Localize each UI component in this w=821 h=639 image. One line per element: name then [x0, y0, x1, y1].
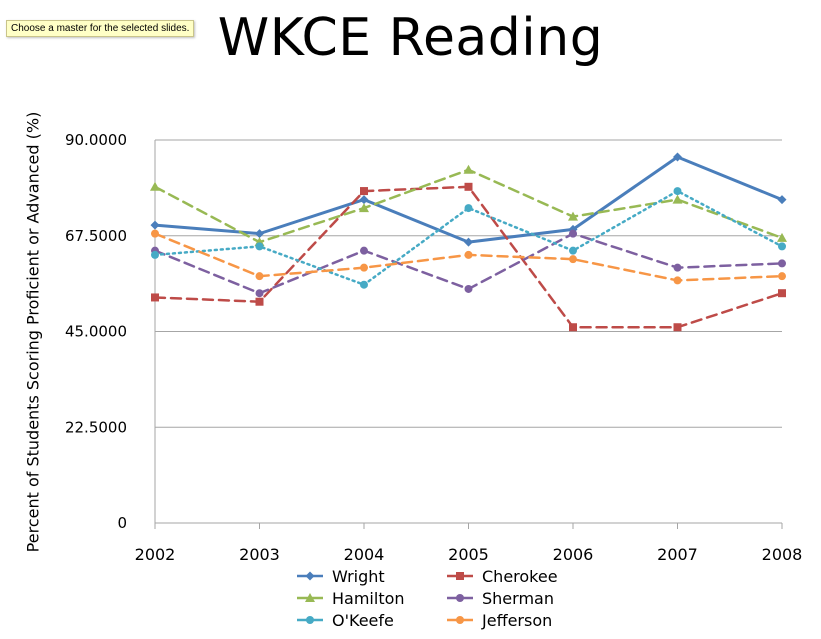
- series-wright: [150, 152, 787, 247]
- data-point-wright: [150, 220, 160, 230]
- legend-swatch-jefferson: [447, 616, 473, 624]
- legend-item-wright: Wright: [296, 565, 446, 587]
- legend-swatch-sherman: [447, 594, 473, 602]
- data-point-sherman: [673, 263, 682, 272]
- legend-marker: [306, 616, 314, 624]
- legend-swatch-cherokee: [447, 572, 473, 580]
- x-tick-label: 2004: [344, 545, 385, 564]
- data-point-hamilton: [672, 194, 683, 204]
- data-point-o-keefe: [569, 246, 577, 255]
- legend-item-cherokee: Cherokee: [446, 565, 596, 587]
- legend-swatch-o-keefe: [297, 616, 323, 624]
- data-point-cherokee: [360, 187, 368, 196]
- legend-label: O'Keefe: [332, 610, 394, 630]
- x-tick-label: 2003: [239, 545, 280, 564]
- legend-label: Hamilton: [332, 588, 405, 608]
- data-point-cherokee: [673, 323, 682, 332]
- legend-label: Wright: [332, 566, 385, 586]
- data-point-hamilton: [777, 232, 787, 242]
- legend-label: Sherman: [482, 588, 554, 608]
- data-point-wright: [359, 195, 369, 205]
- series-jefferson: [151, 229, 786, 285]
- legend-marker: [456, 594, 464, 602]
- data-point-hamilton: [359, 203, 369, 213]
- data-point-jefferson: [569, 255, 577, 264]
- y-tick-label: 67.5000: [65, 227, 127, 245]
- data-point-wright: [255, 229, 264, 239]
- y-tick-label: 45.0000: [65, 323, 127, 341]
- data-point-jefferson: [464, 250, 473, 259]
- data-point-hamilton: [463, 164, 474, 174]
- legend-marker: [305, 593, 315, 602]
- legend-label: Jefferson: [482, 610, 553, 630]
- data-point-jefferson: [255, 272, 264, 281]
- data-point-cherokee: [569, 323, 577, 332]
- x-tick-label: 2008: [762, 545, 803, 564]
- y-tick-label: 90.0000: [65, 131, 127, 149]
- legend-item-sherman: Sherman: [446, 587, 596, 609]
- legend-marker: [305, 571, 315, 581]
- data-point-cherokee: [464, 182, 473, 191]
- data-point-hamilton: [150, 181, 160, 191]
- legend-label: Cherokee: [482, 566, 558, 586]
- legend-swatch-hamilton: [297, 593, 323, 602]
- data-point-sherman: [255, 289, 264, 298]
- data-point-wright: [673, 152, 682, 162]
- legend-swatch-wright: [297, 571, 323, 581]
- data-point-o-keefe: [360, 280, 368, 289]
- data-point-cherokee: [255, 297, 264, 306]
- x-tick-label: 2005: [448, 545, 489, 564]
- data-point-jefferson: [151, 229, 159, 238]
- data-point-jefferson: [360, 263, 368, 272]
- data-point-sherman: [464, 284, 473, 293]
- data-point-jefferson: [778, 272, 786, 281]
- data-point-jefferson: [673, 276, 682, 285]
- legend-item-hamilton: Hamilton: [296, 587, 446, 609]
- data-point-wright: [777, 195, 787, 205]
- legend-item-o-keefe: O'Keefe: [296, 609, 446, 631]
- x-tick-label: 2007: [657, 545, 698, 564]
- tooltip: Choose a master for the selected slides.: [6, 20, 195, 37]
- data-point-o-keefe: [151, 250, 159, 259]
- x-tick-label: 2002: [135, 545, 176, 564]
- data-point-sherman: [778, 259, 786, 268]
- series-cherokee: [151, 182, 786, 332]
- data-point-sherman: [360, 246, 368, 255]
- series-o-keefe: [151, 187, 786, 289]
- data-point-sherman: [569, 229, 577, 238]
- data-point-wright: [464, 237, 473, 247]
- y-tick-label: 22.5000: [65, 418, 127, 436]
- data-point-hamilton: [568, 211, 578, 221]
- legend-marker: [456, 616, 464, 624]
- legend-item-jefferson: Jefferson: [446, 609, 596, 631]
- data-point-cherokee: [778, 289, 786, 298]
- data-point-o-keefe: [673, 187, 682, 196]
- chart-title: WKCE Reading: [217, 8, 604, 68]
- x-tick-label: 2006: [553, 545, 594, 564]
- data-point-cherokee: [151, 293, 159, 302]
- y-tick-label: 0: [117, 514, 127, 532]
- legend: Wright Cherokee Hamilton Sherman O'Keefe Jeff…: [296, 565, 596, 635]
- data-point-o-keefe: [464, 204, 473, 213]
- legend-marker: [456, 572, 464, 580]
- data-point-o-keefe: [255, 242, 264, 251]
- data-point-o-keefe: [778, 242, 786, 251]
